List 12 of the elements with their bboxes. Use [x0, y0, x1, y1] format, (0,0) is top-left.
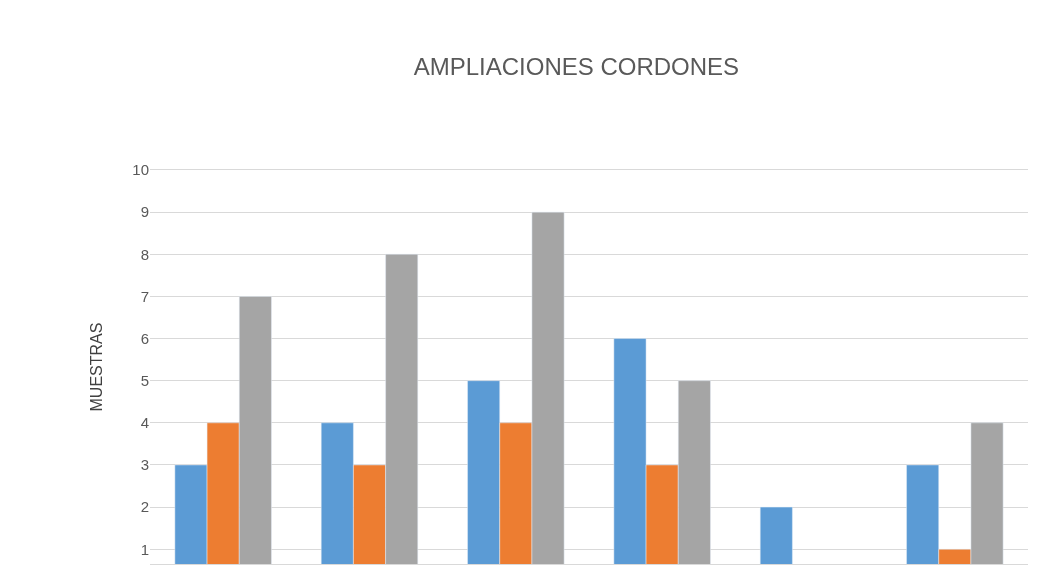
- y-tick-label: 8: [140, 245, 149, 263]
- y-tick-label: 7: [140, 287, 149, 305]
- y-tick-label: 1: [140, 540, 149, 558]
- y-tick-label: 10: [132, 161, 149, 179]
- y-tick-label: 9: [140, 203, 149, 221]
- y-axis-title: MUESTRAS: [88, 322, 106, 412]
- y-tick-label: 2: [140, 498, 149, 516]
- chart-title: AMPLIACIONES CORDONES: [413, 52, 740, 80]
- y-tick-label: 4: [140, 414, 149, 432]
- y-tick-label: 6: [140, 329, 149, 347]
- y-tick-label: 5: [140, 371, 149, 389]
- y-tick-label: 3: [140, 456, 149, 474]
